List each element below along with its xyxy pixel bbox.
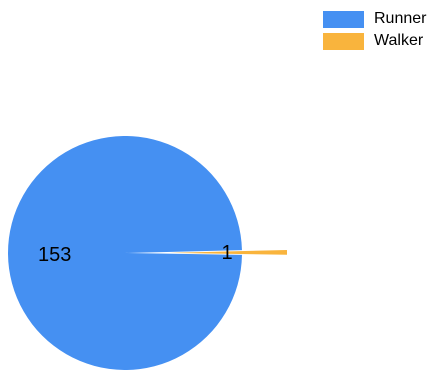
legend-label-runner: Runner — [374, 10, 427, 27]
data-label-walker: 1 — [221, 242, 232, 264]
legend-label-walker: Walker — [374, 32, 424, 49]
pie-slice-runner[interactable] — [8, 135, 242, 370]
legend: Runner Walker — [323, 8, 426, 52]
pie-slice-walker[interactable] — [169, 249, 287, 255]
data-label-runner: 153 — [38, 244, 71, 266]
legend-swatch-runner — [323, 10, 364, 28]
legend-item-walker[interactable]: Walker — [323, 30, 426, 52]
legend-item-runner[interactable]: Runner — [323, 8, 426, 30]
legend-swatch-walker — [323, 32, 364, 50]
